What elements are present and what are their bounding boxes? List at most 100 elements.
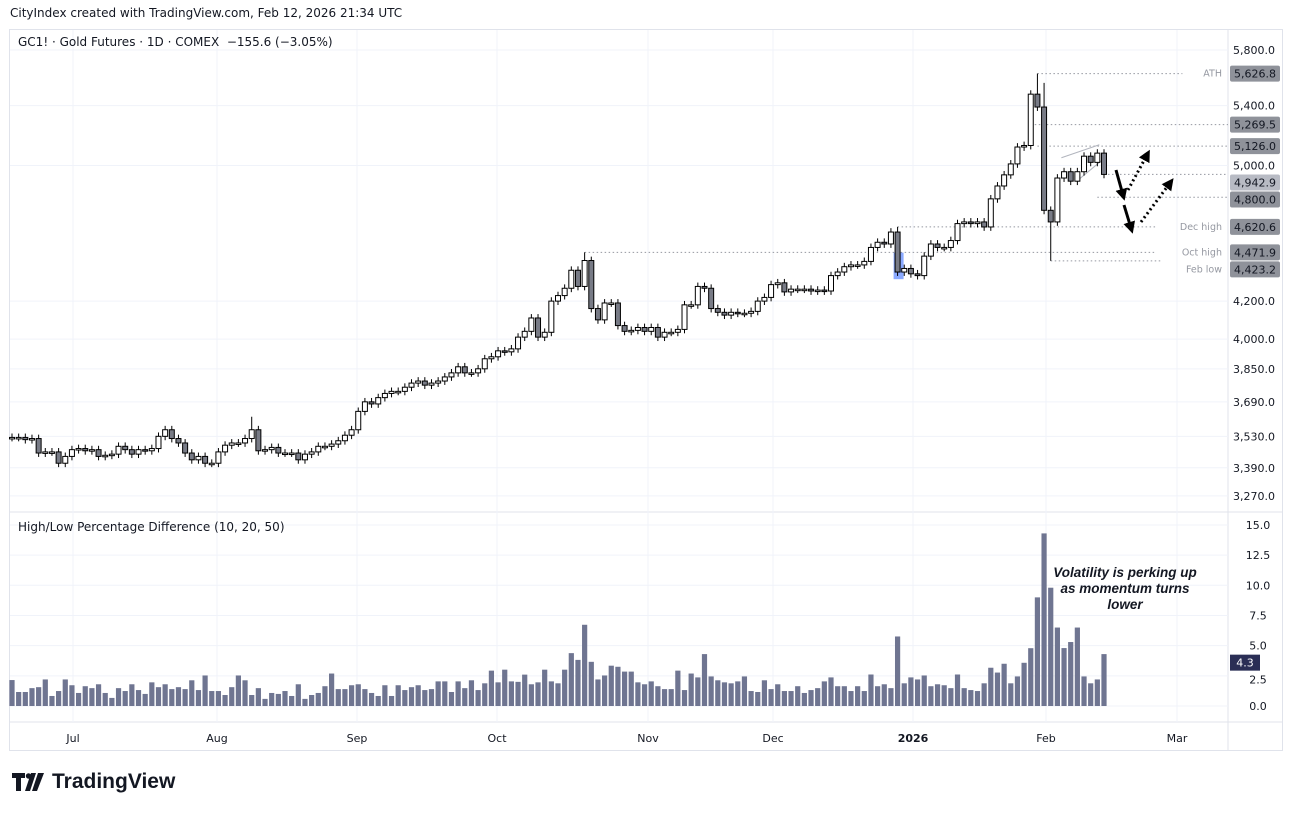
indicator-bar bbox=[75, 692, 82, 706]
tradingview-logo[interactable]: TradingView bbox=[12, 770, 175, 794]
candle bbox=[175, 438, 182, 444]
indicator-bar bbox=[169, 689, 175, 706]
grid bbox=[10, 30, 1283, 750]
candle bbox=[974, 221, 981, 225]
y-tick-label: 5,800.0 bbox=[1233, 44, 1275, 57]
indicator-bar bbox=[309, 695, 315, 706]
candle bbox=[262, 449, 269, 452]
indicator-bar bbox=[1068, 642, 1074, 706]
candle bbox=[162, 429, 169, 437]
candles bbox=[9, 73, 1107, 468]
candle bbox=[521, 330, 528, 338]
price-badge bbox=[1230, 261, 1280, 278]
candle bbox=[228, 442, 235, 446]
indicator-bar bbox=[821, 681, 827, 706]
indicator-bar bbox=[515, 681, 521, 706]
indicator-bar bbox=[282, 691, 288, 706]
candle bbox=[128, 449, 135, 455]
candle bbox=[861, 260, 868, 266]
indicator-bar bbox=[968, 690, 974, 706]
indicator-bar bbox=[448, 691, 455, 706]
price-badge-label: 4,942.9 bbox=[1234, 176, 1276, 189]
candle bbox=[301, 453, 308, 461]
candle bbox=[748, 310, 755, 314]
candle bbox=[1061, 171, 1068, 179]
indicator-bar bbox=[415, 685, 421, 706]
indicator-bar bbox=[249, 695, 255, 706]
candle bbox=[841, 266, 848, 273]
indicator-bar bbox=[868, 674, 874, 706]
indicator-bar bbox=[635, 682, 641, 706]
price-badge bbox=[1230, 174, 1280, 191]
candle bbox=[102, 454, 109, 458]
indicator-bar bbox=[442, 681, 448, 706]
symbol-legend[interactable]: GC1! · Gold Futures · 1D · COMEX −155.6 … bbox=[18, 35, 333, 49]
indicator-bar bbox=[1041, 533, 1047, 706]
candle bbox=[215, 451, 222, 464]
candle bbox=[594, 308, 601, 321]
price-levels: ATH Dec high Oct high Feb low bbox=[584, 69, 1228, 275]
indicator-bar bbox=[269, 692, 275, 706]
indicator-last-badge bbox=[1230, 654, 1260, 671]
candle bbox=[468, 372, 475, 375]
candle bbox=[255, 429, 262, 452]
indicator-bar bbox=[775, 684, 781, 706]
indicator-bar bbox=[815, 688, 821, 706]
indicator-bar bbox=[222, 695, 228, 706]
indicator-tick-label: 2.5 bbox=[1249, 674, 1267, 687]
indicator-bar bbox=[1074, 627, 1080, 706]
candle bbox=[335, 440, 342, 445]
arrow-down-1 bbox=[1114, 169, 1128, 201]
candle bbox=[828, 275, 834, 292]
indicator-bar bbox=[768, 689, 774, 706]
candle bbox=[222, 444, 229, 453]
indicator-bar bbox=[728, 683, 734, 706]
indicator-bar bbox=[562, 669, 568, 706]
indicator-bar bbox=[1021, 662, 1027, 706]
y-tick-label: 5,400.0 bbox=[1233, 100, 1275, 113]
indicator-bar bbox=[49, 695, 55, 706]
indicator-bar bbox=[468, 680, 475, 706]
indicator-bar bbox=[1088, 683, 1094, 706]
chart-frame bbox=[9, 29, 1283, 751]
indicator-bar bbox=[668, 689, 674, 706]
indicator-bar bbox=[1008, 683, 1014, 706]
candle bbox=[268, 446, 275, 451]
candle bbox=[1094, 152, 1101, 163]
candle bbox=[361, 401, 368, 412]
indicator-bar bbox=[262, 698, 268, 706]
indicator-bar bbox=[122, 691, 128, 706]
candle bbox=[208, 462, 215, 466]
candle bbox=[68, 449, 75, 457]
candle bbox=[561, 287, 568, 297]
candle bbox=[821, 289, 828, 293]
indicator-bar bbox=[701, 654, 708, 706]
indicator-bar bbox=[395, 685, 401, 706]
indicator-bar bbox=[362, 689, 368, 706]
x-tick-label: Aug bbox=[206, 732, 227, 745]
indicator-legend[interactable]: High/Low Percentage Difference (10, 20, … bbox=[18, 520, 285, 534]
candle bbox=[941, 246, 948, 250]
candle bbox=[15, 436, 22, 440]
candle bbox=[481, 358, 488, 370]
x-tick-label: 2026 bbox=[898, 732, 929, 745]
candle bbox=[242, 438, 249, 444]
indicator-bar bbox=[582, 624, 588, 706]
indicator-bar bbox=[42, 679, 48, 706]
indicator-bar bbox=[741, 676, 748, 706]
indicator-bar bbox=[1028, 648, 1034, 706]
indicator-bar bbox=[1034, 597, 1041, 706]
candle bbox=[1047, 209, 1054, 223]
indicator-bar bbox=[888, 688, 894, 706]
indicator-bar bbox=[215, 691, 222, 706]
indicator-bar bbox=[1001, 663, 1007, 706]
candle bbox=[574, 269, 581, 287]
indicator-bar bbox=[908, 677, 914, 706]
candle bbox=[741, 312, 748, 316]
candle bbox=[368, 401, 375, 405]
indicator-bar bbox=[575, 659, 581, 706]
price-badge-label: 4,423.2 bbox=[1234, 263, 1276, 276]
indicator-bar bbox=[688, 673, 694, 706]
candle bbox=[708, 287, 715, 310]
